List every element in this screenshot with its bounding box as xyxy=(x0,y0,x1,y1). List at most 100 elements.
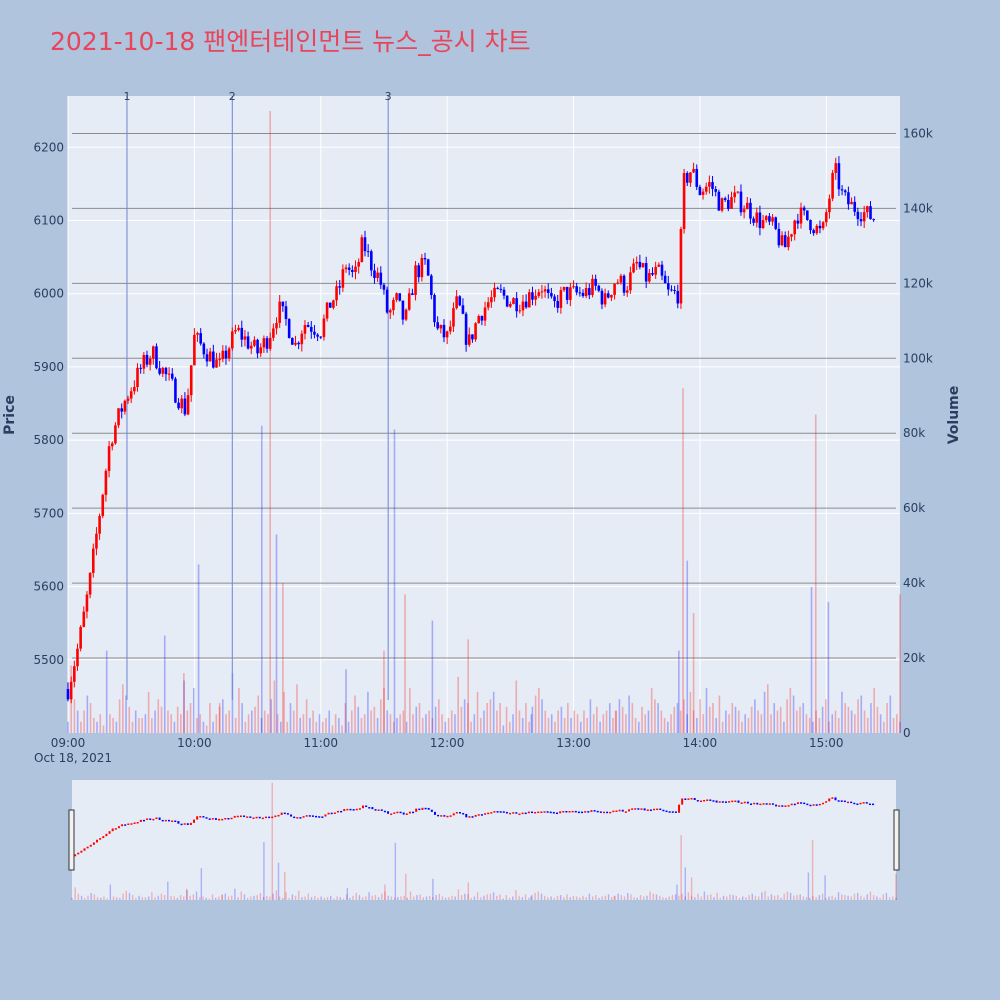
range-volume-bar xyxy=(895,873,897,900)
volume-bar xyxy=(367,691,369,733)
volume-bar xyxy=(586,718,588,733)
range-candle xyxy=(74,854,77,857)
volume-bar xyxy=(886,703,888,733)
range-volume-bar xyxy=(789,892,792,900)
range-handle-right[interactable] xyxy=(893,809,900,871)
volume-bar xyxy=(554,721,556,733)
range-volume-bar xyxy=(655,894,658,900)
range-candle xyxy=(740,802,743,804)
volume-bar xyxy=(854,714,856,733)
candle-body xyxy=(559,290,563,308)
candle-body xyxy=(597,285,601,291)
range-candle xyxy=(505,811,508,814)
candle-body xyxy=(392,299,395,311)
range-candle xyxy=(365,805,368,808)
range-volume-bar xyxy=(841,894,843,900)
range-candle xyxy=(668,811,671,813)
volume-bar xyxy=(708,706,711,733)
candle-body xyxy=(370,251,373,271)
candle-body xyxy=(644,263,648,282)
candle-body xyxy=(76,648,79,667)
candle-body xyxy=(550,292,553,297)
candle-body xyxy=(196,333,199,335)
volume-bar xyxy=(263,710,266,733)
volume-bar xyxy=(779,706,782,733)
range-candle xyxy=(374,809,377,811)
range-volume-bar xyxy=(262,897,265,900)
range-candle xyxy=(271,816,274,819)
range-volume-bar xyxy=(438,893,440,900)
range-volume-bar xyxy=(422,897,425,900)
range-candle xyxy=(180,823,183,826)
candle-body xyxy=(695,168,699,187)
range-volume-bar xyxy=(834,897,837,900)
volume-bar xyxy=(99,714,102,733)
range-candle xyxy=(784,805,787,807)
candle-body xyxy=(869,206,872,220)
range-volume-bar xyxy=(138,895,140,900)
range-volume-bar xyxy=(524,894,527,900)
volume-bar xyxy=(83,710,85,733)
volume-bar xyxy=(531,706,534,733)
range-volume-bar xyxy=(221,894,223,900)
range-candle xyxy=(221,818,224,821)
range-candle xyxy=(102,836,105,839)
range-candle xyxy=(834,797,837,801)
range-candle xyxy=(239,815,242,817)
candle-body xyxy=(783,235,787,248)
range-volume-bar xyxy=(432,897,434,900)
range-candle xyxy=(383,810,386,813)
candle-body xyxy=(439,324,443,329)
range-volume-bar xyxy=(329,895,332,900)
range-slider[interactable] xyxy=(68,780,900,900)
range-candle xyxy=(274,815,277,818)
range-candle xyxy=(656,808,659,811)
range-volume-bar xyxy=(853,893,856,900)
candle-body xyxy=(632,263,635,273)
range-candle xyxy=(775,804,778,807)
candle-body xyxy=(268,337,272,349)
candle-body xyxy=(385,289,389,313)
range-volume-bar xyxy=(397,897,399,900)
range-volume-bar xyxy=(847,895,849,900)
volume-bar xyxy=(731,703,734,733)
candle-body xyxy=(736,191,740,193)
range-volume-bar xyxy=(451,895,453,900)
range-candle xyxy=(399,811,402,814)
range-candle xyxy=(224,817,227,820)
candle-body xyxy=(158,368,161,374)
range-volume-bar xyxy=(694,897,696,900)
range-candle xyxy=(556,812,559,815)
range-handle-left[interactable] xyxy=(68,809,75,871)
volume-bar xyxy=(425,714,427,733)
volume-bar xyxy=(251,710,253,733)
range-volume-bar xyxy=(301,897,303,900)
range-candle xyxy=(872,803,875,806)
candle-body xyxy=(202,343,206,355)
range-volume-bar xyxy=(885,892,888,900)
candle-body xyxy=(847,192,850,205)
range-volume-bar xyxy=(87,895,89,900)
candle-body xyxy=(862,212,866,222)
volume-bar xyxy=(899,721,901,733)
volume-bar xyxy=(596,706,598,733)
range-candle xyxy=(743,801,746,804)
volume-bar xyxy=(689,691,692,733)
volume-bar xyxy=(470,721,472,733)
range-volume-bar xyxy=(405,873,407,900)
volume-tick-label: 20k xyxy=(903,651,925,665)
volume-bar xyxy=(147,691,150,733)
candle-body xyxy=(95,533,98,549)
range-candle xyxy=(490,812,493,814)
candle-body xyxy=(663,275,667,284)
volume-bar xyxy=(857,699,859,733)
range-volume-bar xyxy=(809,897,811,900)
volume-bar xyxy=(354,695,356,733)
range-candle xyxy=(787,805,790,807)
candle-body xyxy=(859,219,863,222)
range-volume-bar xyxy=(748,895,750,900)
range-candle xyxy=(862,802,865,804)
time-tick-label: 14:00 xyxy=(683,736,718,750)
volume-bar xyxy=(712,703,714,733)
volume-bar xyxy=(357,706,360,733)
